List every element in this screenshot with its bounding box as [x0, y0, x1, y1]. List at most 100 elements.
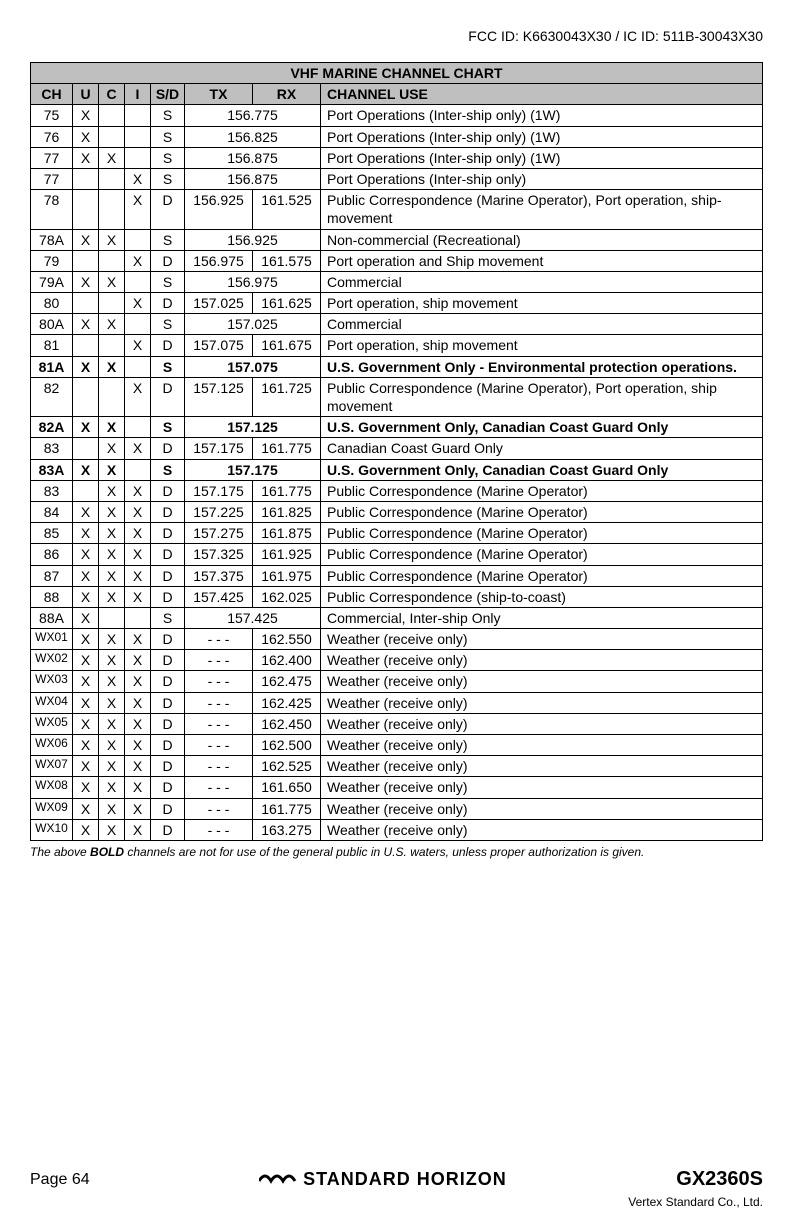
cell-u: X: [73, 671, 99, 692]
cell-u: X: [73, 523, 99, 544]
cell-tx: - - -: [185, 735, 253, 756]
cell-i: X: [125, 544, 151, 565]
table-body: 75XS156.775Port Operations (Inter-ship o…: [31, 105, 763, 841]
cell-tx: 157.025: [185, 293, 253, 314]
cell-i: X: [125, 650, 151, 671]
cell-ch: 82A: [31, 417, 73, 438]
cell-rx: 161.875: [253, 523, 321, 544]
cell-u: X: [73, 735, 99, 756]
table-row: 83XXD157.175161.775Public Correspondence…: [31, 480, 763, 501]
cell-u: [73, 250, 99, 271]
header-rx: RX: [253, 84, 321, 105]
cell-tx: - - -: [185, 671, 253, 692]
cell-tx: 157.125: [185, 377, 253, 416]
cell-freq-merged: 157.025: [185, 314, 321, 335]
cell-sd: D: [151, 756, 185, 777]
header-u: U: [73, 84, 99, 105]
cell-use: Weather (receive only): [321, 798, 763, 819]
cell-u: X: [73, 459, 99, 480]
cell-ch: WX09: [31, 798, 73, 819]
table-row: 83XXD157.175161.775Canadian Coast Guard …: [31, 438, 763, 459]
brand-wave-icon: [259, 1169, 297, 1190]
cell-ch: 84: [31, 501, 73, 522]
cell-ch: WX07: [31, 756, 73, 777]
table-title-row: VHF MARINE CHANNEL CHART: [31, 63, 763, 84]
cell-c: X: [99, 565, 125, 586]
cell-c: X: [99, 501, 125, 522]
table-row: 87XXXD157.375161.975Public Correspondenc…: [31, 565, 763, 586]
cell-i: [125, 271, 151, 292]
cell-u: [73, 168, 99, 189]
cell-sd: D: [151, 523, 185, 544]
cell-freq-merged: 157.175: [185, 459, 321, 480]
cell-rx: 161.975: [253, 565, 321, 586]
cell-u: X: [73, 105, 99, 126]
cell-rx: 163.275: [253, 819, 321, 840]
cell-c: [99, 377, 125, 416]
cell-c: [99, 168, 125, 189]
header-i: I: [125, 84, 151, 105]
table-row: WX03XXXD- - -162.475Weather (receive onl…: [31, 671, 763, 692]
cell-ch: WX06: [31, 735, 73, 756]
cell-c: X: [99, 713, 125, 734]
cell-ch: 81A: [31, 356, 73, 377]
cell-u: X: [73, 314, 99, 335]
cell-sd: D: [151, 671, 185, 692]
cell-i: [125, 147, 151, 168]
cell-use: Port Operations (Inter-ship only) (1W): [321, 126, 763, 147]
cell-ch: 77: [31, 147, 73, 168]
cell-u: X: [73, 713, 99, 734]
cell-u: X: [73, 798, 99, 819]
cell-c: X: [99, 459, 125, 480]
cell-ch: WX01: [31, 629, 73, 650]
cell-sd: D: [151, 250, 185, 271]
cell-ch: 83: [31, 438, 73, 459]
cell-tx: - - -: [185, 756, 253, 777]
cell-sd: D: [151, 586, 185, 607]
cell-ch: 81: [31, 335, 73, 356]
cell-tx: - - -: [185, 629, 253, 650]
footnote-bold: BOLD: [90, 845, 124, 859]
cell-use: Commercial: [321, 314, 763, 335]
table-row: WX10XXXD- - -163.275Weather (receive onl…: [31, 819, 763, 840]
table-row: 81AXXS157.075U.S. Government Only - Envi…: [31, 356, 763, 377]
cell-sd: D: [151, 629, 185, 650]
cell-tx: - - -: [185, 692, 253, 713]
cell-c: X: [99, 229, 125, 250]
vertex-line: Vertex Standard Co., Ltd.: [628, 1195, 763, 1209]
cell-sd: D: [151, 777, 185, 798]
table-row: 88XXXD157.425162.025Public Correspondenc…: [31, 586, 763, 607]
cell-sd: D: [151, 293, 185, 314]
cell-i: X: [125, 480, 151, 501]
cell-rx: 161.575: [253, 250, 321, 271]
cell-rx: 162.450: [253, 713, 321, 734]
cell-u: [73, 293, 99, 314]
cell-sd: D: [151, 650, 185, 671]
cell-i: X: [125, 438, 151, 459]
cell-sd: S: [151, 356, 185, 377]
cell-use: Weather (receive only): [321, 650, 763, 671]
table-row: 80XD157.025161.625Port operation, ship m…: [31, 293, 763, 314]
cell-ch: 80A: [31, 314, 73, 335]
cell-ch: WX08: [31, 777, 73, 798]
cell-use: Weather (receive only): [321, 819, 763, 840]
cell-use: Weather (receive only): [321, 735, 763, 756]
cell-c: X: [99, 735, 125, 756]
cell-tx: - - -: [185, 819, 253, 840]
cell-use: Weather (receive only): [321, 713, 763, 734]
fcc-id-line: FCC ID: K6630043X30 / IC ID: 511B-30043X…: [30, 28, 763, 44]
cell-i: X: [125, 335, 151, 356]
cell-u: [73, 190, 99, 229]
cell-i: [125, 314, 151, 335]
cell-ch: 87: [31, 565, 73, 586]
cell-ch: 78A: [31, 229, 73, 250]
brand-logo: STANDARD HORIZON: [259, 1169, 507, 1190]
table-row: WX05XXXD- - -162.450Weather (receive onl…: [31, 713, 763, 734]
cell-rx: 161.925: [253, 544, 321, 565]
cell-sd: S: [151, 607, 185, 628]
cell-use: Canadian Coast Guard Only: [321, 438, 763, 459]
cell-use: Non-commercial (Recreational): [321, 229, 763, 250]
cell-sd: S: [151, 229, 185, 250]
cell-use: Weather (receive only): [321, 629, 763, 650]
cell-rx: 162.475: [253, 671, 321, 692]
